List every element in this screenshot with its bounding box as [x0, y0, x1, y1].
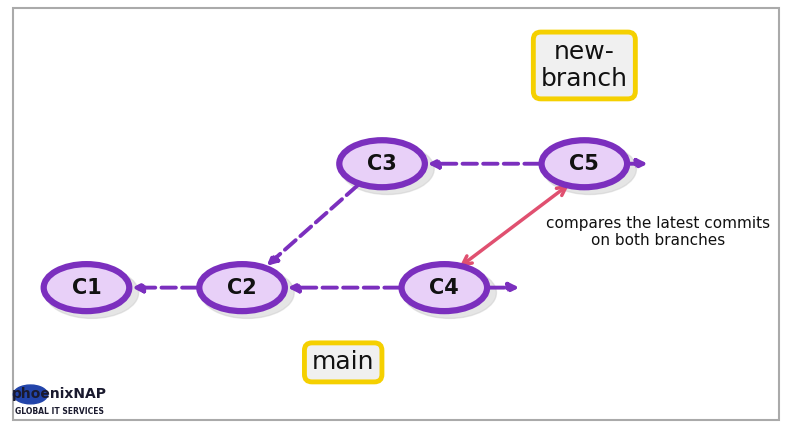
Text: C3: C3: [367, 154, 397, 174]
Circle shape: [339, 140, 425, 187]
Circle shape: [200, 264, 285, 311]
Circle shape: [543, 143, 637, 194]
Circle shape: [542, 140, 627, 187]
Text: C2: C2: [227, 278, 257, 298]
Text: compares the latest commits
on both branches: compares the latest commits on both bran…: [546, 216, 770, 248]
Circle shape: [403, 267, 496, 318]
Text: new-
branch: new- branch: [541, 40, 628, 91]
Text: main: main: [312, 350, 374, 375]
Text: phoenixNAP: phoenixNAP: [12, 387, 107, 402]
Circle shape: [341, 143, 434, 194]
Circle shape: [45, 267, 139, 318]
Text: C5: C5: [570, 154, 599, 174]
Circle shape: [401, 264, 487, 311]
Text: C4: C4: [429, 278, 459, 298]
Text: GLOBAL IT SERVICES: GLOBAL IT SERVICES: [15, 407, 104, 416]
Circle shape: [44, 264, 129, 311]
Circle shape: [14, 385, 48, 404]
Text: C1: C1: [72, 278, 101, 298]
Circle shape: [201, 267, 294, 318]
